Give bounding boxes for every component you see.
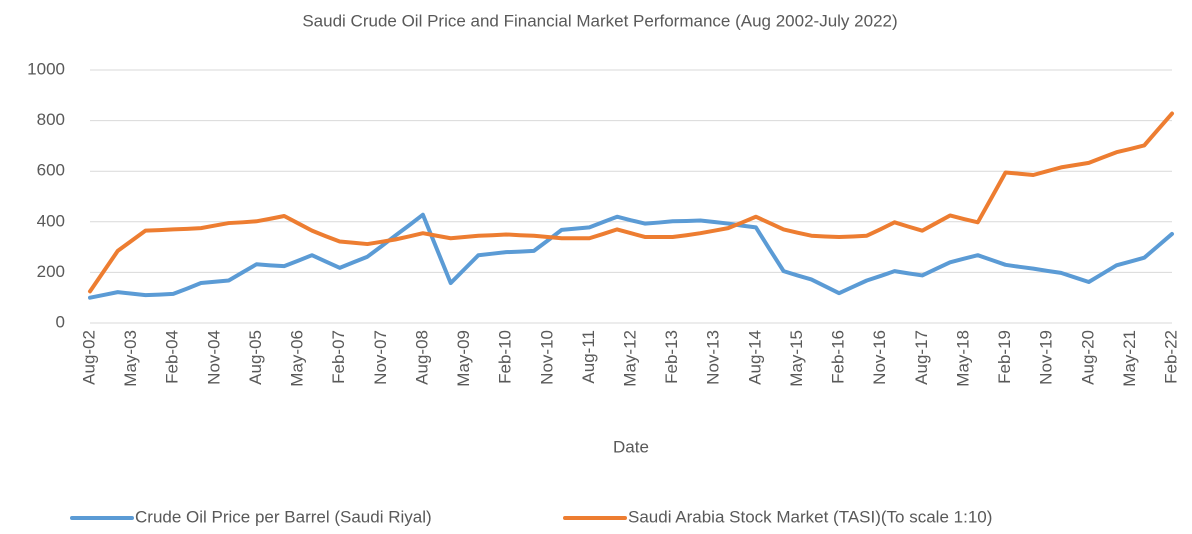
x-tick-label: Aug-11 xyxy=(579,330,598,384)
x-tick-label: Aug-20 xyxy=(1078,330,1097,385)
x-tick-label: Aug-08 xyxy=(412,330,431,385)
x-tick-label: Nov-07 xyxy=(371,330,390,385)
x-tick-label: Feb-16 xyxy=(829,330,848,384)
x-tick-label: May-21 xyxy=(1120,330,1139,387)
x-tick-label: Nov-19 xyxy=(1037,330,1056,385)
y-tick-label: 1000 xyxy=(27,59,65,78)
x-tick-label: May-03 xyxy=(121,330,140,387)
x-tick-label: Aug-05 xyxy=(246,330,265,385)
x-tick-label: Aug-02 xyxy=(79,330,98,385)
x-tick-label: May-12 xyxy=(620,330,639,387)
data-line xyxy=(88,212,1174,300)
x-tick-label: Nov-13 xyxy=(704,330,723,385)
x-tick-label: May-15 xyxy=(787,330,806,387)
x-tick-label: Feb-19 xyxy=(995,330,1014,384)
x-tick-label: Nov-10 xyxy=(537,330,556,385)
data-line xyxy=(88,111,1174,294)
x-tick-label: May-06 xyxy=(288,330,307,387)
x-tick-label: Aug-14 xyxy=(745,330,764,385)
y-tick-label: 800 xyxy=(37,110,65,129)
legend-label: Saudi Arabia Stock Market (TASI)(To scal… xyxy=(628,507,992,526)
y-tick-label: 400 xyxy=(37,211,65,230)
x-tick-label: May-18 xyxy=(953,330,972,387)
x-tick-label: Feb-22 xyxy=(1161,330,1180,384)
x-tick-label: Aug-17 xyxy=(912,330,931,385)
x-tick-label: Nov-04 xyxy=(204,330,223,385)
x-tick-label: Feb-10 xyxy=(496,330,515,384)
legend-label: Crude Oil Price per Barrel (Saudi Riyal) xyxy=(135,507,432,526)
x-tick-label: Feb-13 xyxy=(662,330,681,384)
x-tick-label: May-09 xyxy=(454,330,473,387)
x-tick-label: Feb-07 xyxy=(329,330,348,384)
x-tick-label: Feb-04 xyxy=(163,330,182,384)
x-tick-label: Nov-16 xyxy=(870,330,889,385)
x-axis-label: Date xyxy=(613,437,649,456)
y-tick-label: 0 xyxy=(56,312,65,331)
chart-title: Saudi Crude Oil Price and Financial Mark… xyxy=(302,11,897,30)
y-tick-label: 600 xyxy=(37,161,65,180)
y-tick-label: 200 xyxy=(37,262,65,281)
